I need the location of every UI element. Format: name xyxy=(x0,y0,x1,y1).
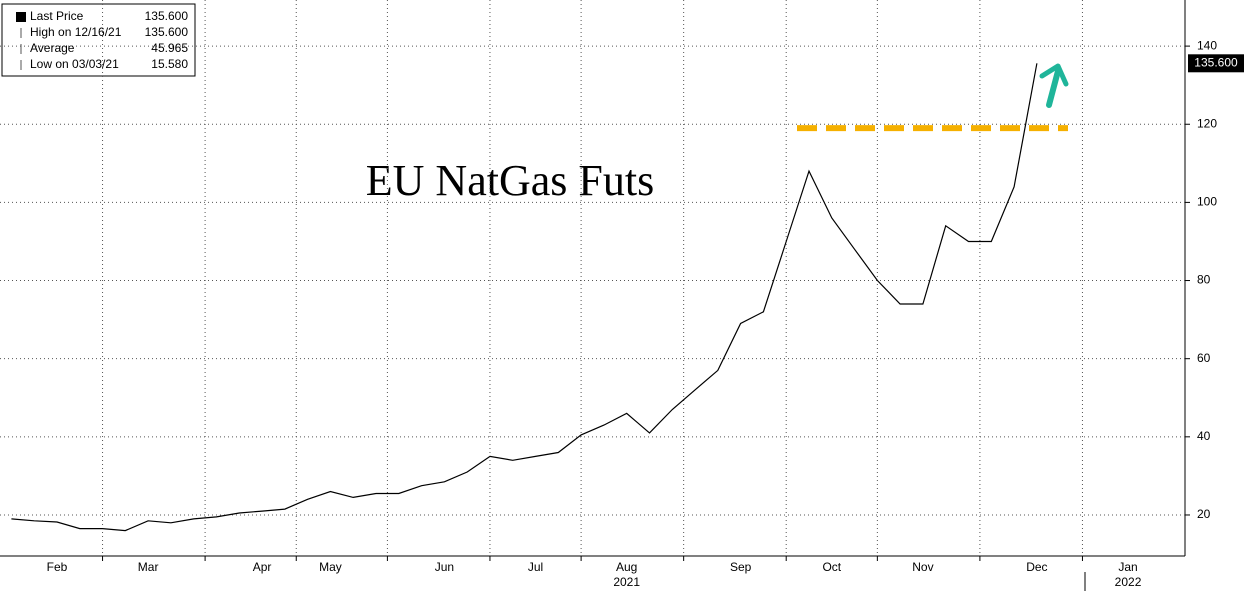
x-tick-label: Dec xyxy=(1026,560,1047,574)
legend-label: Average xyxy=(30,41,75,55)
legend-value: 135.600 xyxy=(145,25,189,39)
annotation-arrow xyxy=(1039,63,1069,108)
y-tick-label: 40 xyxy=(1197,429,1211,443)
legend-value: 15.580 xyxy=(151,57,188,71)
legend-label: Low on 03/03/21 xyxy=(30,57,119,71)
price-line xyxy=(11,63,1038,532)
x-tick-label: Mar xyxy=(138,560,159,574)
legend-swatch xyxy=(16,12,26,22)
legend-value: 45.965 xyxy=(151,41,188,55)
last-price-label: 135.600 xyxy=(1194,55,1238,69)
x-tick-label: Sep xyxy=(730,560,752,574)
y-tick-label: 20 xyxy=(1197,507,1211,521)
year-label: 2022 xyxy=(1115,575,1142,589)
legend-label: Last Price xyxy=(30,9,84,23)
last-price-tag xyxy=(1188,54,1244,73)
x-tick-label: May xyxy=(319,560,342,574)
x-tick-label: Apr xyxy=(253,560,272,574)
x-tick-label: Feb xyxy=(47,560,68,574)
y-tick-label: 140 xyxy=(1197,38,1217,52)
y-tick-label: 120 xyxy=(1197,116,1217,130)
chart-title: EU NatGas Futs xyxy=(366,156,654,205)
y-tick-label: 100 xyxy=(1197,195,1217,209)
x-tick-label: Aug xyxy=(616,560,637,574)
x-tick-label: Jun xyxy=(435,560,454,574)
x-tick-label: Jan xyxy=(1118,560,1137,574)
legend-box xyxy=(1,3,196,77)
legend-label: High on 12/16/21 xyxy=(30,25,122,39)
y-tick-label: 80 xyxy=(1197,273,1211,287)
legend-value: 135.600 xyxy=(145,9,189,23)
year-label: 2021 xyxy=(613,575,640,589)
y-tick-label: 60 xyxy=(1197,351,1211,365)
x-tick-label: Nov xyxy=(912,560,933,574)
x-tick-label: Jul xyxy=(528,560,543,574)
x-tick-label: Oct xyxy=(822,560,841,574)
